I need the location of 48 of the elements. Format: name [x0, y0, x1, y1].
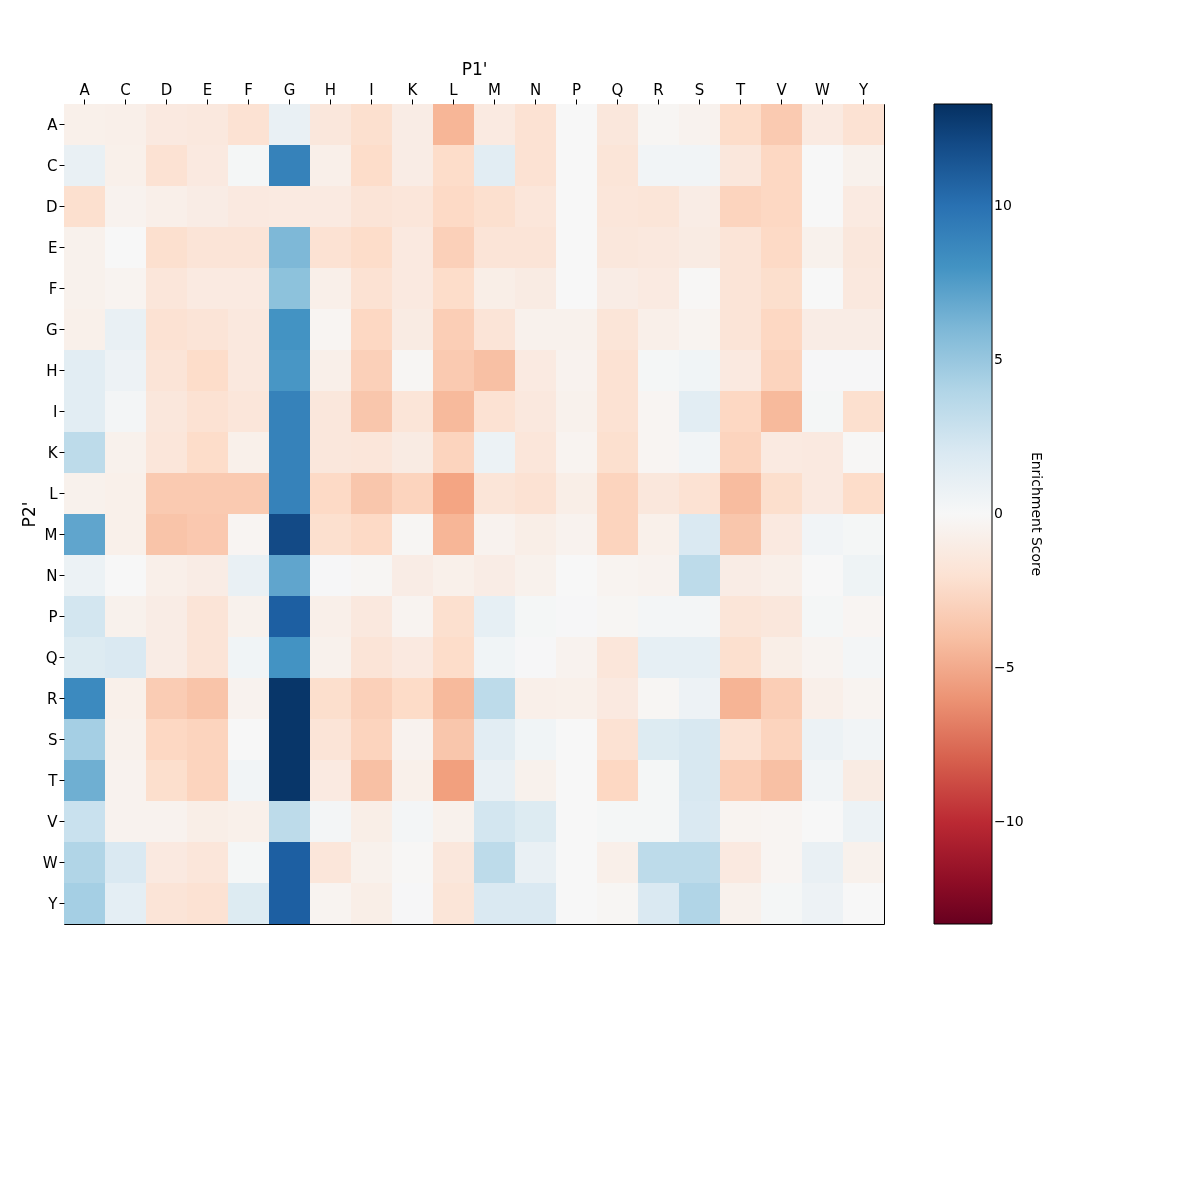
y-tick-label: T	[47, 771, 59, 790]
color-bar-label: −10	[994, 813, 1024, 830]
x-tick-label: E	[202, 80, 213, 99]
y-tick-label: W	[42, 853, 58, 872]
y-tick-label: N	[46, 566, 58, 585]
x-tick-label: T	[734, 80, 746, 99]
x-tick-label: H	[324, 80, 337, 99]
y-tick-label: D	[45, 197, 58, 216]
y-tick-label: P	[48, 607, 58, 626]
x-tick-label: G	[283, 80, 296, 99]
x-tick-label: A	[79, 80, 91, 99]
x-tick-label: W	[815, 80, 831, 99]
x-tick-label: V	[776, 80, 788, 99]
color-bar-label: 5	[994, 350, 1003, 367]
y-tick-label: Y	[47, 894, 59, 913]
x-axis-title: P1'	[461, 58, 488, 79]
color-bar-label: 0	[994, 505, 1003, 521]
x-tick-label: R	[653, 80, 664, 99]
x-tick-label: S	[694, 80, 705, 99]
y-tick-label: E	[48, 238, 58, 257]
y-tick-label: A	[47, 115, 59, 134]
x-tick-label: Q	[611, 80, 624, 99]
y-tick-label: S	[47, 730, 58, 749]
y-tick-label: Q	[45, 648, 58, 667]
color-bar-label: 10	[994, 196, 1012, 213]
y-tick-label: G	[45, 320, 58, 339]
y-tick-label: K	[47, 443, 59, 462]
x-tick-label: D	[160, 80, 173, 99]
x-tick-label: N	[529, 80, 542, 99]
color-bar-label: −5	[994, 659, 1015, 676]
y-tick-label: M	[44, 525, 58, 544]
x-tick-label: M	[488, 80, 501, 99]
y-tick-label: V	[47, 812, 59, 831]
y-tick-label: C	[47, 156, 58, 175]
x-tick-label: I	[369, 80, 374, 99]
x-tick-label: F	[244, 80, 253, 99]
y-tick-label: R	[47, 689, 58, 708]
y-tick-label: I	[53, 402, 58, 421]
x-tick-label: P	[571, 80, 582, 99]
y-axis-title: P2'	[18, 501, 39, 528]
y-tick-label: H	[46, 361, 58, 380]
y-tick-label: L	[49, 484, 59, 503]
y-tick-label: F	[48, 279, 58, 298]
x-tick-label: K	[407, 80, 419, 99]
x-tick-label: L	[449, 80, 459, 99]
x-tick-label: C	[120, 80, 131, 99]
color-bar-title: Enrichment Score	[1029, 451, 1045, 577]
x-tick-label: Y	[857, 80, 869, 99]
